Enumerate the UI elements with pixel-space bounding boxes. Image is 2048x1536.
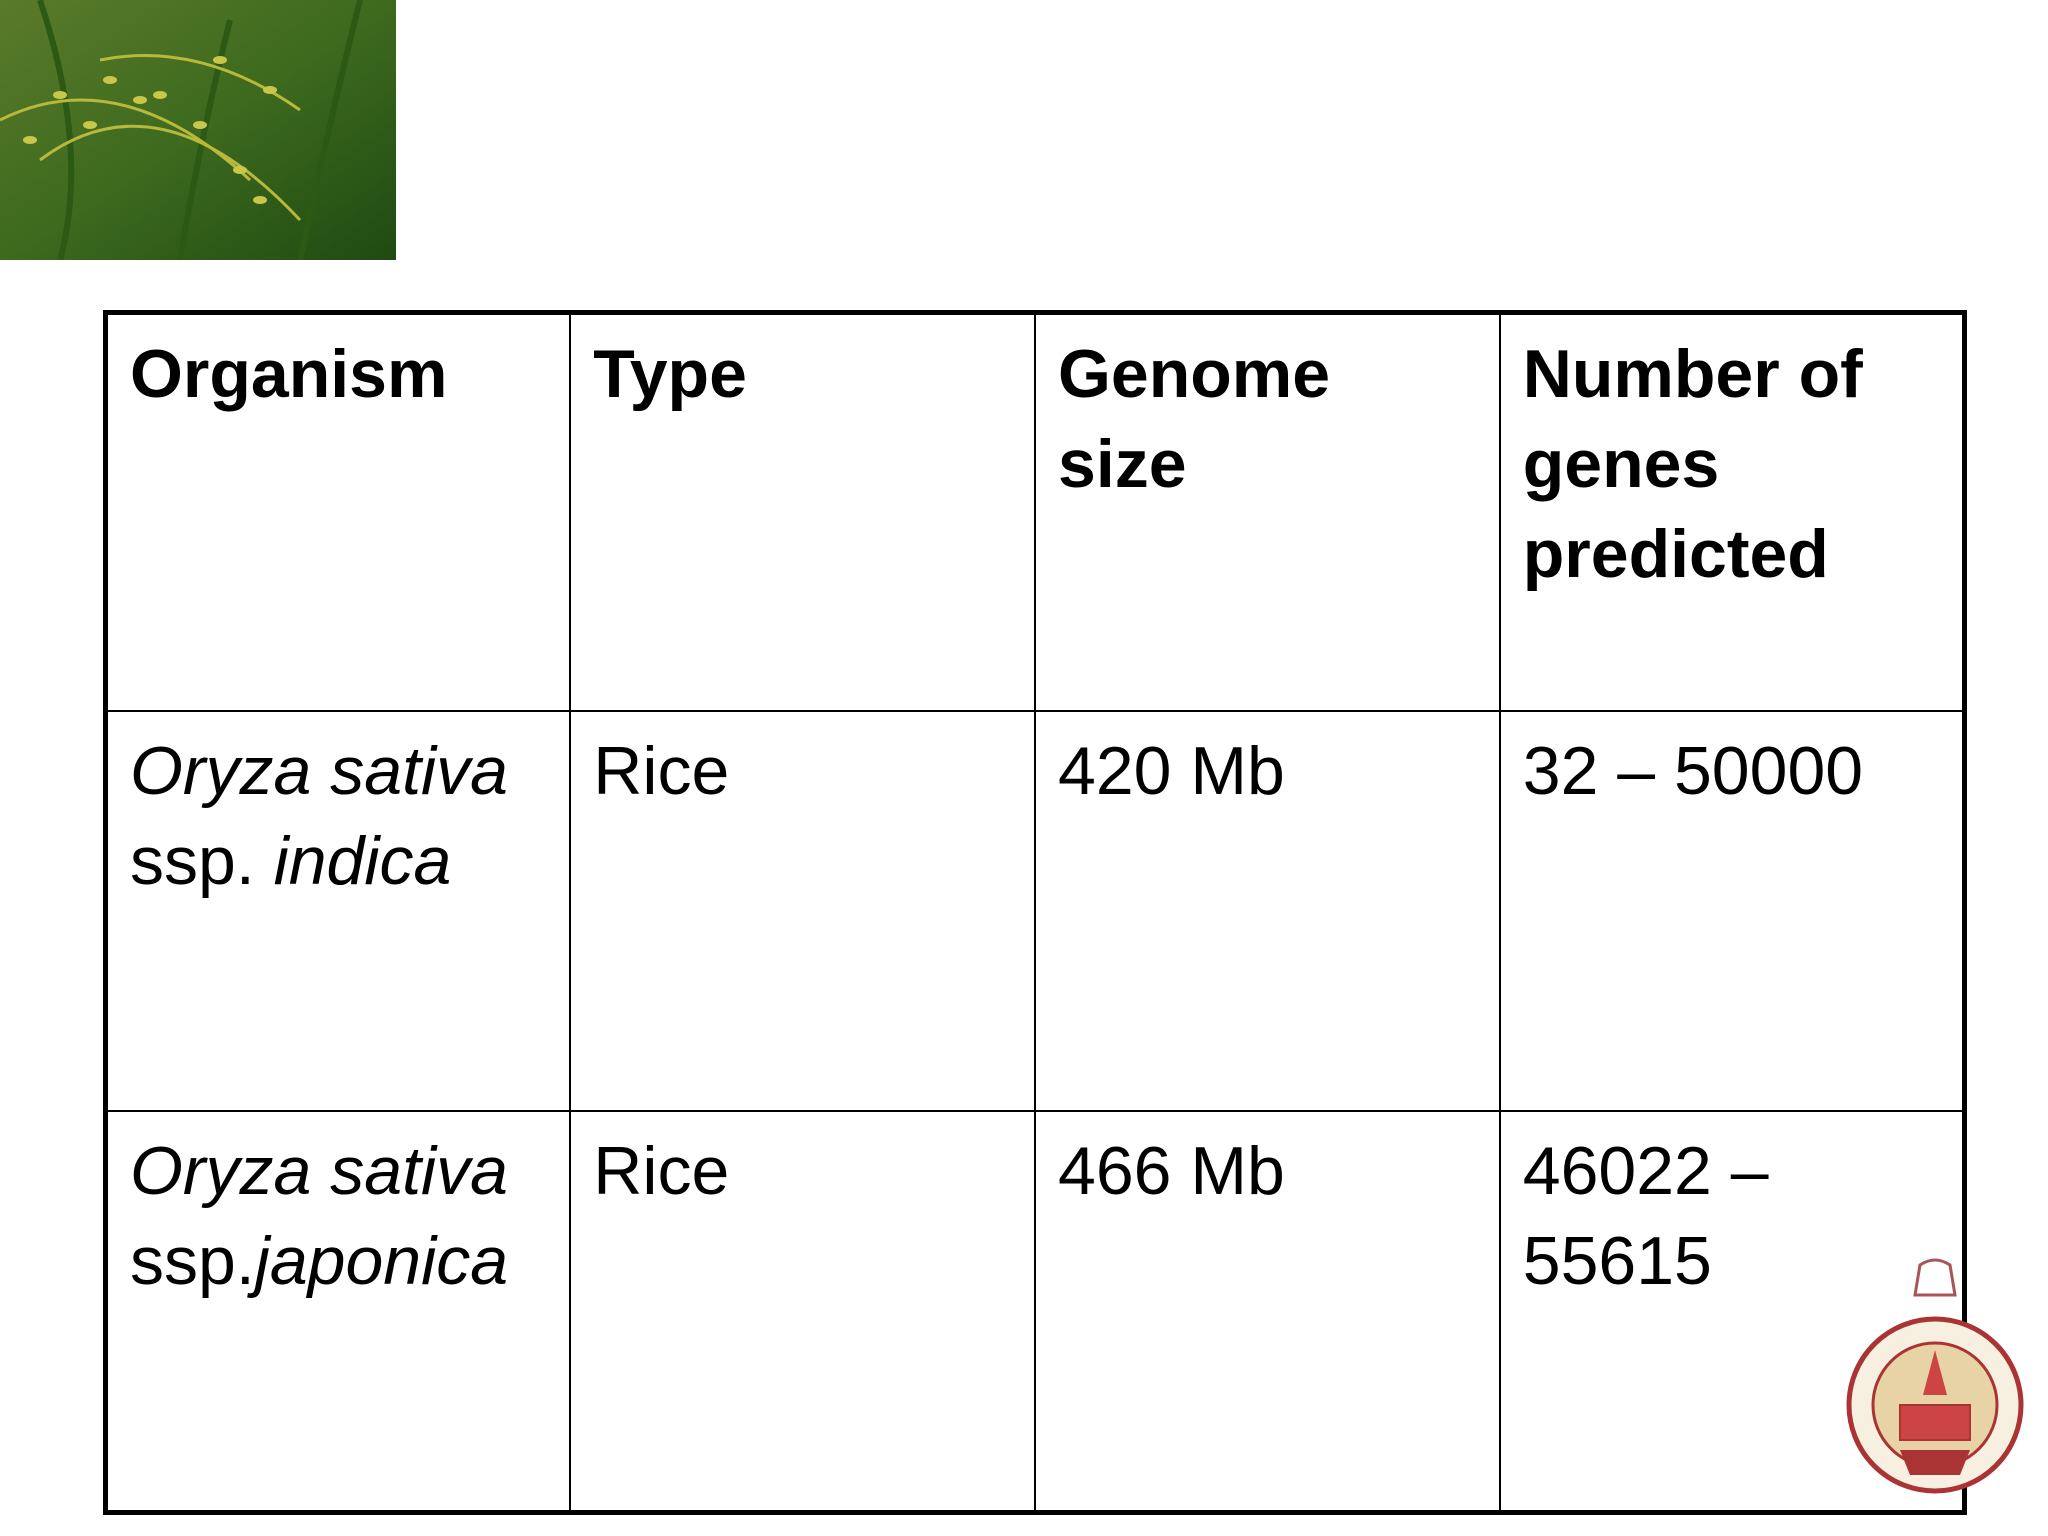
subspecies-line: ssp.japonica	[130, 1216, 547, 1306]
header-cell: Number of genes predicted	[1498, 311, 1966, 712]
header-cell: Genome size	[1034, 311, 1501, 712]
header-text: predicted	[1522, 516, 1829, 592]
genome-table: Organism Type Genome size Number of genes pred…	[103, 310, 1967, 1515]
header-text: Organism	[130, 336, 448, 412]
header-text: Number of	[1522, 336, 1863, 412]
cell-text: Rice	[593, 1133, 730, 1209]
header-cell: Type	[569, 311, 1036, 712]
header-text: genes	[1522, 426, 1720, 502]
table-cell: Oryza sativa ssp. indica	[104, 710, 572, 1112]
table-cell: Rice	[569, 1110, 1036, 1514]
cell-text: 32 – 50000	[1522, 733, 1864, 809]
subspecies-name: indica	[273, 823, 452, 899]
header-cell: Organism	[104, 311, 572, 712]
table-cell: 466 Mb	[1034, 1110, 1501, 1514]
cell-text: Rice	[593, 733, 730, 809]
header-text: size	[1058, 426, 1187, 502]
rice-photo	[0, 0, 396, 260]
table-row: Oryza sativa ssp. indica Rice 420 Mb 32 – 50…	[104, 710, 1966, 1112]
table-cell: Oryza sativa ssp.japonica	[104, 1110, 572, 1514]
subspecies-line: ssp. indica	[130, 816, 547, 906]
header-text: Genome	[1058, 336, 1331, 412]
species-name: Oryza sativa	[130, 733, 508, 809]
table-row: Oryza sativa ssp.japonica Rice 466 Mb 46022 …	[104, 1110, 1966, 1514]
species-name: Oryza sativa	[130, 1133, 508, 1209]
table-cell: 420 Mb	[1034, 710, 1501, 1112]
cell-text: 420 Mb	[1058, 733, 1285, 809]
cell-text: 466 Mb	[1058, 1133, 1285, 1209]
subspecies-name: japonica	[254, 1223, 509, 1299]
subspecies-prefix: ssp.	[130, 1223, 255, 1299]
table-cell: Rice	[569, 710, 1036, 1112]
cell-text: 46022 –	[1522, 1133, 1769, 1209]
university-seal	[1846, 1258, 2024, 1494]
cell-text: 55615	[1522, 1223, 1712, 1299]
subspecies-prefix: ssp.	[130, 823, 274, 899]
header-row: Organism Type Genome size Number of genes pred…	[104, 311, 1966, 712]
header-text: Type	[593, 336, 747, 412]
table-cell: 32 – 50000	[1498, 710, 1966, 1112]
